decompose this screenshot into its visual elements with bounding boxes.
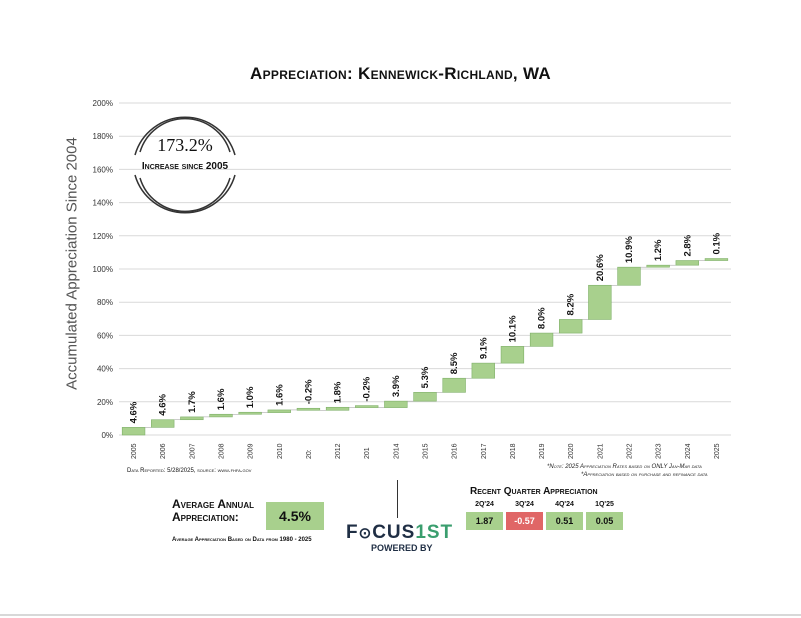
value-label: 2.8% <box>682 234 693 256</box>
x-tick-label: 2020 <box>568 443 575 459</box>
quarter-value: 0.51 <box>546 512 583 530</box>
note-refinance: *Appreciation based on purchase and refi… <box>581 472 708 478</box>
bar <box>646 264 670 268</box>
x-tick-label: 2005 <box>131 443 138 459</box>
x-tick-label: 2016 <box>452 443 459 459</box>
chart-title: Appreciation: Kennewick-Richland, WA <box>250 64 551 83</box>
value-label: 1.6% <box>216 388 227 410</box>
quarter-value: 0.05 <box>586 512 623 530</box>
quarter-value: -0.57 <box>506 512 543 530</box>
bar <box>559 319 583 334</box>
bar <box>384 400 408 408</box>
y-tick-label: 100% <box>93 265 113 274</box>
x-tick-label: 2018 <box>510 443 517 459</box>
y-tick-label: 120% <box>93 232 113 241</box>
x-tick-label: 2012 <box>335 443 342 459</box>
x-tick-label: 2025 <box>714 443 721 459</box>
value-label: 10.1% <box>507 315 518 342</box>
y-axis-label: Accumulated Appreciation Since 2004 <box>63 137 81 390</box>
quarter-label: 3Q'24 <box>515 501 534 508</box>
value-label: 1.8% <box>333 381 344 403</box>
bar <box>325 406 350 411</box>
x-tick-label: 2024 <box>685 443 692 459</box>
bar <box>238 411 262 415</box>
bar <box>500 346 525 364</box>
source-note: Data Reported: 5/28/2025, source: www.fh… <box>127 468 252 474</box>
y-tick-label: 20% <box>97 398 113 407</box>
value-label: 0.1% <box>711 232 722 254</box>
x-tick-label: 2022 <box>627 443 634 459</box>
waterfall-chart: 0% 20% 40% 60% 80% 100% 120% 140% 160% 180% 200% 4.… <box>93 99 731 459</box>
bar <box>617 266 641 286</box>
quarter-value: 1.87 <box>466 512 503 530</box>
x-tick-label: 2023 <box>656 443 663 459</box>
value-label: 4.6% <box>129 401 140 423</box>
y-tick-label: 180% <box>93 132 113 141</box>
y-tick-label: 0% <box>101 431 113 440</box>
callout-ring <box>134 116 236 214</box>
value-label: 10.9% <box>624 236 635 263</box>
bar <box>267 409 291 413</box>
bar <box>704 258 729 261</box>
y-tick-label: 200% <box>93 99 113 108</box>
x-tick-label: 2015 <box>423 443 430 459</box>
bar <box>588 284 612 320</box>
bar <box>296 407 321 411</box>
value-label: 3.9% <box>391 375 402 397</box>
divider <box>397 480 398 518</box>
value-label: 5.3% <box>420 366 431 388</box>
x-tick-label: 2009 <box>248 443 255 459</box>
average-subtext: Average Appreciation Based on Data from … <box>172 537 312 543</box>
value-label: 9.1% <box>478 337 489 359</box>
quarter-label: 1Q'25 <box>595 501 614 508</box>
value-label: 1.7% <box>187 391 198 413</box>
value-label: 8.2% <box>566 293 577 315</box>
value-label: 4.6% <box>158 394 169 416</box>
bar <box>471 362 495 379</box>
x-tick-label: 2007 <box>189 443 196 459</box>
value-label: 1.0% <box>245 386 256 408</box>
bar <box>675 260 699 266</box>
y-tick-label: 60% <box>97 331 113 340</box>
y-tick-label: 80% <box>97 298 113 307</box>
bar <box>442 377 466 393</box>
bar <box>180 416 204 421</box>
bar <box>529 332 554 347</box>
y-tick-label: 160% <box>93 165 113 174</box>
x-tick-label: 2010 <box>277 443 284 459</box>
bar <box>121 427 146 436</box>
callout-label: Increase since 2005 <box>141 161 229 172</box>
x-tick-label: 2008 <box>219 443 226 459</box>
bar <box>355 405 379 408</box>
x-tick-label: 2006 <box>160 443 167 459</box>
note-2025: *Note: 2025 Appreciation Rates based on … <box>547 464 702 470</box>
value-label: 1.2% <box>653 239 664 261</box>
bar <box>209 413 233 418</box>
average-value: 4.5% <box>266 502 324 530</box>
x-tick-label: 201 <box>364 447 371 459</box>
value-label: -0.2% <box>303 379 314 404</box>
value-label: 20.6% <box>595 254 606 281</box>
value-label: 8.5% <box>449 352 460 374</box>
y-tick-label: 40% <box>97 365 113 374</box>
focus1st-logo: F⊙CUS1ST <box>346 522 454 543</box>
value-label: 8.0% <box>537 307 548 329</box>
x-tick-label: 2017 <box>481 443 488 459</box>
recent-quarter-title: Recent Quarter Appreciation <box>470 486 598 497</box>
value-label: -0.2% <box>362 376 373 401</box>
bar <box>151 419 175 428</box>
page-rule <box>0 614 801 616</box>
x-tick-label: 2019 <box>539 443 546 459</box>
quarter-label: 2Q'24 <box>475 501 494 508</box>
y-tick-label: 140% <box>93 199 113 208</box>
x-tick-label: 20: <box>306 449 313 459</box>
x-tick-label: 2021 <box>597 443 604 459</box>
average-label: Average Annual Appreciation: <box>172 497 255 524</box>
value-label: 1.6% <box>274 384 285 406</box>
bar <box>413 392 437 402</box>
callout-value: 173.2% <box>157 135 213 155</box>
quarter-label: 4Q'24 <box>555 501 574 508</box>
x-tick-label: 2014 <box>393 443 400 459</box>
powered-by: POWERED BY <box>371 543 433 553</box>
